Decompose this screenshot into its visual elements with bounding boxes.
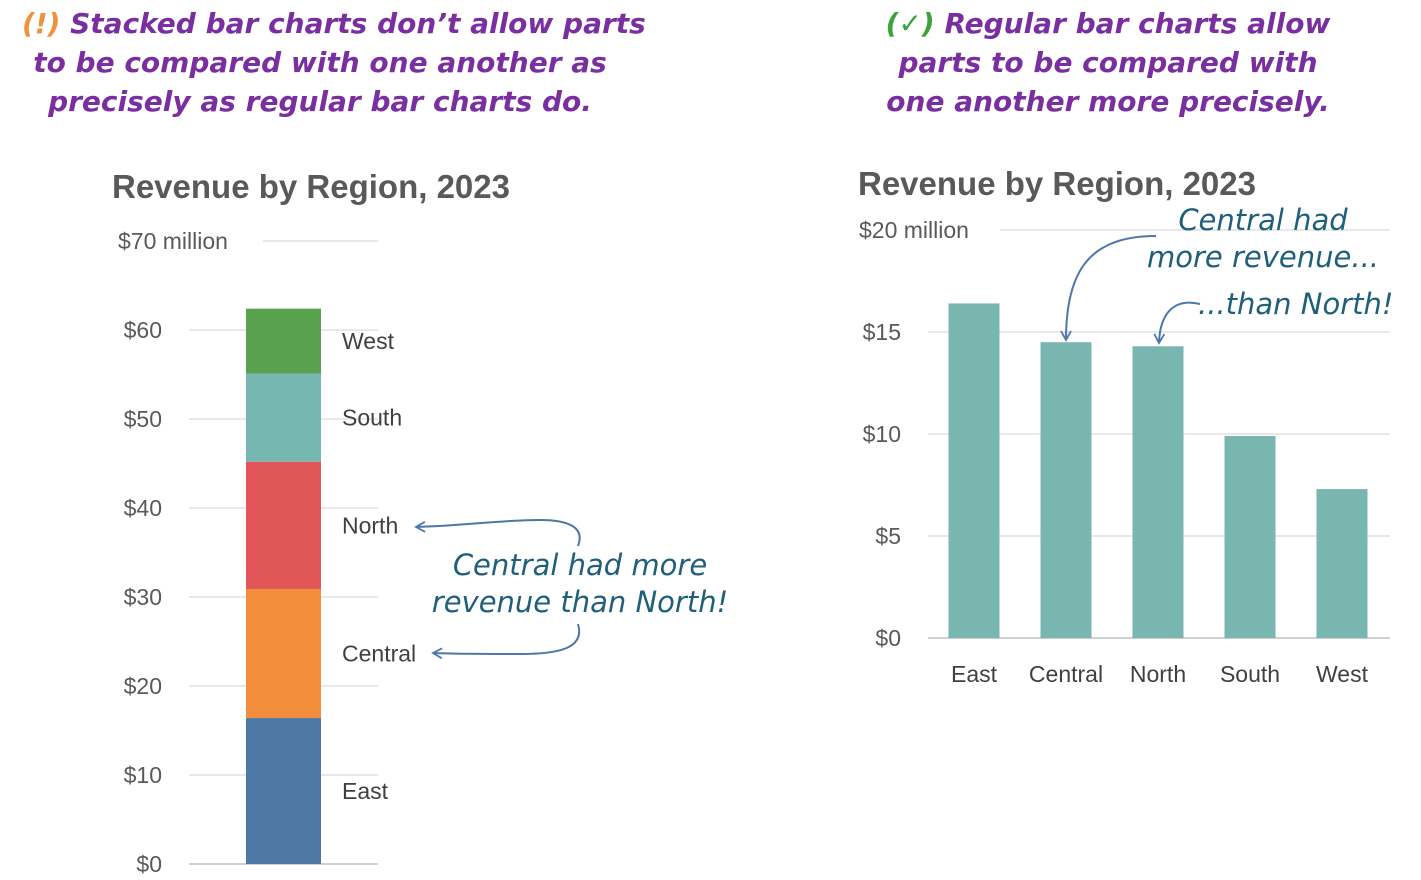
segment-label-south: South (342, 405, 402, 431)
left-note-line-1: Stacked bar charts don’t allow parts (70, 7, 646, 40)
segment-label-north: North (342, 512, 398, 538)
stacked-chart-title: Revenue by Region, 2023 (112, 168, 510, 205)
right-note-line-1: Regular bar charts allow (944, 7, 1330, 40)
svg-text:(!) Stacked bar charts don’t a: (!) Stacked bar charts don’t allow parts (22, 7, 646, 40)
right-annotation: Central had more revenue... ...than Nort… (1060, 203, 1394, 345)
left-y-tick-label: $70 million (118, 228, 228, 254)
left-y-tick-label: $20 (124, 673, 162, 699)
right-annotation-central-line-1: Central had (1178, 203, 1348, 237)
arrow-to-central (431, 623, 581, 660)
bar-west (1316, 489, 1368, 638)
arrow-to-north (414, 518, 581, 547)
bar-central (1040, 342, 1092, 638)
left-note: (!) Stacked bar charts don’t allow parts… (22, 7, 646, 118)
left-annotation-line-2: revenue than North! (432, 585, 728, 619)
stacked-segment-central (246, 588, 321, 719)
left-annotation: Central had more revenue than North! (414, 518, 728, 660)
right-note: (✓) Regular bar charts allow parts to be… (886, 7, 1331, 118)
left-y-tick-label: $50 (124, 406, 162, 432)
right-y-tick-label: $20 million (859, 217, 969, 243)
right-y-tick-label: $5 (875, 523, 901, 549)
left-note-line-3: precisely as regular bar charts do. (47, 85, 592, 118)
left-y-tick-label: $40 (124, 495, 162, 521)
x-tick-label-central: Central (1029, 661, 1103, 687)
left-y-tick-label: $10 (124, 762, 162, 788)
right-y-tick-label: $10 (863, 421, 901, 447)
segment-label-east: East (342, 778, 389, 804)
segment-label-central: Central (342, 641, 416, 667)
stacked-chart: Revenue by Region, 2023 $0 $10 $20 $30 $40 $5… (112, 168, 728, 877)
right-note-line-2: parts to be compared with (897, 46, 1317, 79)
regular-chart-title: Revenue by Region, 2023 (858, 165, 1256, 202)
segment-label-west: West (342, 328, 395, 354)
bar-east (948, 303, 1000, 638)
stacked-segment-north (246, 461, 321, 589)
bar-south (1224, 436, 1276, 638)
x-tick-label-west: West (1316, 661, 1369, 687)
left-note-line-2: to be compared with one another as (33, 46, 607, 79)
arrow-to-north-bar (1153, 301, 1201, 345)
stacked-segment-west (246, 308, 321, 374)
bar-north (1132, 346, 1184, 638)
x-tick-label-south: South (1220, 661, 1280, 687)
regular-chart: Revenue by Region, 2023 $0 $5 $10 $15 $20 mi… (858, 165, 1394, 687)
left-y-tick-label: $30 (124, 584, 162, 610)
warning-mark: (!) (22, 7, 60, 40)
right-y-tick-label: $0 (875, 625, 901, 651)
svg-text:(✓) Regular bar charts allow: (✓) Regular bar charts allow (886, 7, 1331, 40)
right-annotation-central-line-2: more revenue... (1147, 240, 1379, 274)
right-y-tick-label: $15 (863, 319, 901, 345)
left-y-tick-label: $0 (136, 851, 162, 877)
x-tick-label-north: North (1130, 661, 1186, 687)
x-tick-label-east: East (951, 661, 998, 687)
right-note-line-3: one another more precisely. (886, 85, 1329, 118)
right-annotation-north: ...than North! (1198, 287, 1394, 321)
arrow-to-central-bar (1060, 235, 1157, 342)
check-mark: (✓) (886, 7, 935, 40)
stacked-segment-south (246, 373, 321, 462)
left-annotation-line-1: Central had more (453, 548, 707, 582)
left-y-tick-label: $60 (124, 317, 162, 343)
stacked-segment-east (246, 718, 321, 864)
